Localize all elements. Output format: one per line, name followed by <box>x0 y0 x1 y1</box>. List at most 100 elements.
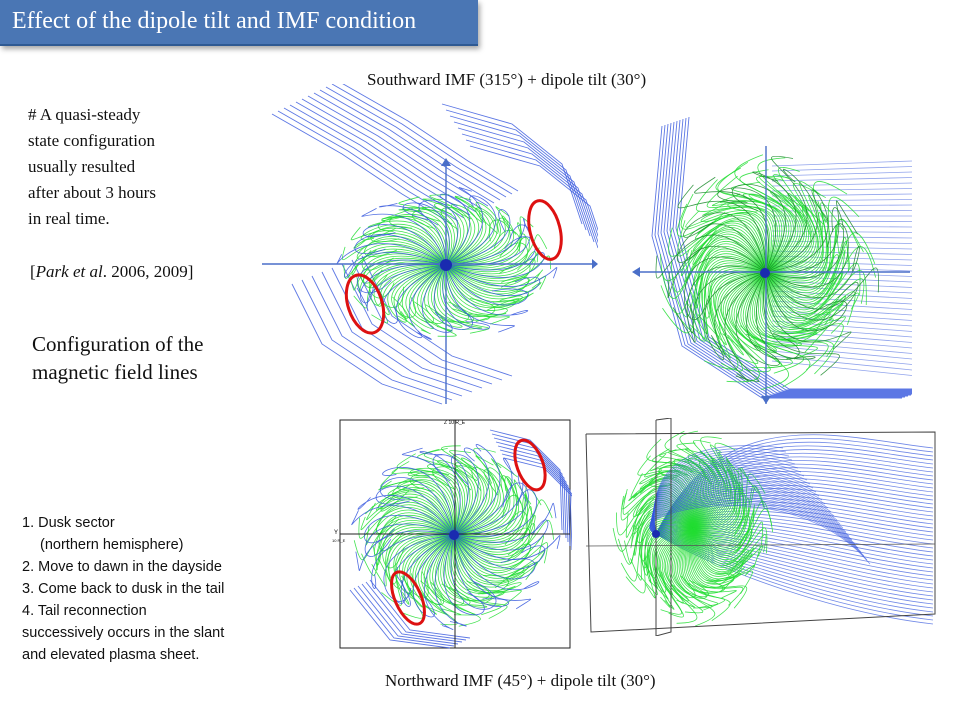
field-line <box>660 245 767 315</box>
field-line <box>758 271 828 345</box>
field-line <box>740 271 802 347</box>
field-line <box>765 195 824 273</box>
field-line <box>358 507 455 539</box>
field-line <box>685 262 767 335</box>
field-line <box>692 527 753 566</box>
field-line <box>445 195 497 266</box>
field-line <box>453 455 499 536</box>
field-line <box>680 527 726 594</box>
field-line <box>660 122 911 396</box>
field-line <box>336 243 447 266</box>
field-line <box>422 198 465 266</box>
field-line <box>453 523 536 561</box>
field-line <box>765 202 844 280</box>
field-line <box>692 217 767 273</box>
field-line <box>655 434 934 535</box>
field-line <box>765 190 812 273</box>
field-line <box>692 527 753 577</box>
field-line <box>453 465 490 536</box>
field-line <box>453 534 522 606</box>
list-item: 2. Move to dawn in the dayside <box>22 559 222 575</box>
field-line <box>771 199 912 202</box>
field-line <box>724 271 767 383</box>
field-line <box>765 207 845 279</box>
field-line <box>651 527 694 608</box>
field-line <box>445 255 551 282</box>
field-line <box>685 210 771 273</box>
field-line <box>622 487 694 529</box>
field-line <box>692 511 755 556</box>
field-line <box>445 195 483 266</box>
box-outline <box>585 431 936 633</box>
field-line <box>453 479 532 536</box>
field-line <box>714 271 767 372</box>
y-axis-label: Y <box>334 530 338 536</box>
field-line <box>408 264 447 340</box>
field-line <box>383 534 455 602</box>
field-line <box>771 305 912 316</box>
field-line <box>453 482 529 536</box>
field-line <box>437 460 479 536</box>
field-line <box>765 225 840 296</box>
field-line <box>453 495 528 546</box>
field-line <box>422 264 453 333</box>
field-line <box>379 477 455 536</box>
field-line <box>353 587 455 647</box>
field-line <box>357 585 459 645</box>
observation-list: 1. Dusk sector (northern hemisphere) 2. … <box>22 512 224 666</box>
field-line <box>735 271 780 367</box>
configuration-heading: Configuration of the magnetic field line… <box>32 330 203 386</box>
field-line <box>765 267 880 310</box>
field-line <box>453 457 493 536</box>
note-line: state configuration <box>28 131 155 150</box>
field-line <box>393 534 455 594</box>
field-line <box>363 515 455 544</box>
field-line <box>277 110 459 222</box>
field-line <box>423 534 462 616</box>
field-line <box>501 453 572 508</box>
field-line <box>354 243 447 266</box>
field-line <box>675 527 716 627</box>
field-line <box>635 486 694 529</box>
field-line <box>765 155 808 273</box>
field-line <box>453 489 538 537</box>
field-line <box>685 527 737 599</box>
field-line <box>620 518 694 582</box>
field-line <box>742 271 804 374</box>
field-line <box>670 236 767 293</box>
field-line <box>497 445 571 547</box>
field-line <box>625 524 694 594</box>
field-line <box>445 187 484 266</box>
field-line <box>759 271 831 335</box>
field-line <box>729 271 777 352</box>
field-line <box>499 449 572 551</box>
field-line <box>692 444 732 529</box>
field-line <box>445 252 545 278</box>
field-line <box>351 505 455 536</box>
note-line: usually resulted <box>28 157 136 176</box>
field-line <box>765 192 819 273</box>
axis-arrow <box>592 259 598 269</box>
field-line <box>686 527 735 589</box>
field-line <box>765 200 828 284</box>
earth-marker <box>760 268 770 278</box>
field-line <box>765 271 852 350</box>
field-line <box>453 469 504 536</box>
field-line <box>445 109 587 231</box>
field-line <box>643 527 694 589</box>
field-line <box>727 200 790 273</box>
field-line <box>493 437 567 539</box>
field-line <box>771 166 912 172</box>
field-line <box>445 216 534 266</box>
field-line <box>669 119 912 393</box>
field-line <box>714 271 767 382</box>
field-line <box>657 527 694 604</box>
field-line <box>712 193 781 273</box>
field-line <box>489 429 563 531</box>
field-line <box>354 234 447 266</box>
field-line <box>397 476 456 536</box>
field-line <box>771 204 912 207</box>
field-line <box>671 527 709 598</box>
field-line <box>445 264 529 316</box>
field-line <box>736 271 793 369</box>
